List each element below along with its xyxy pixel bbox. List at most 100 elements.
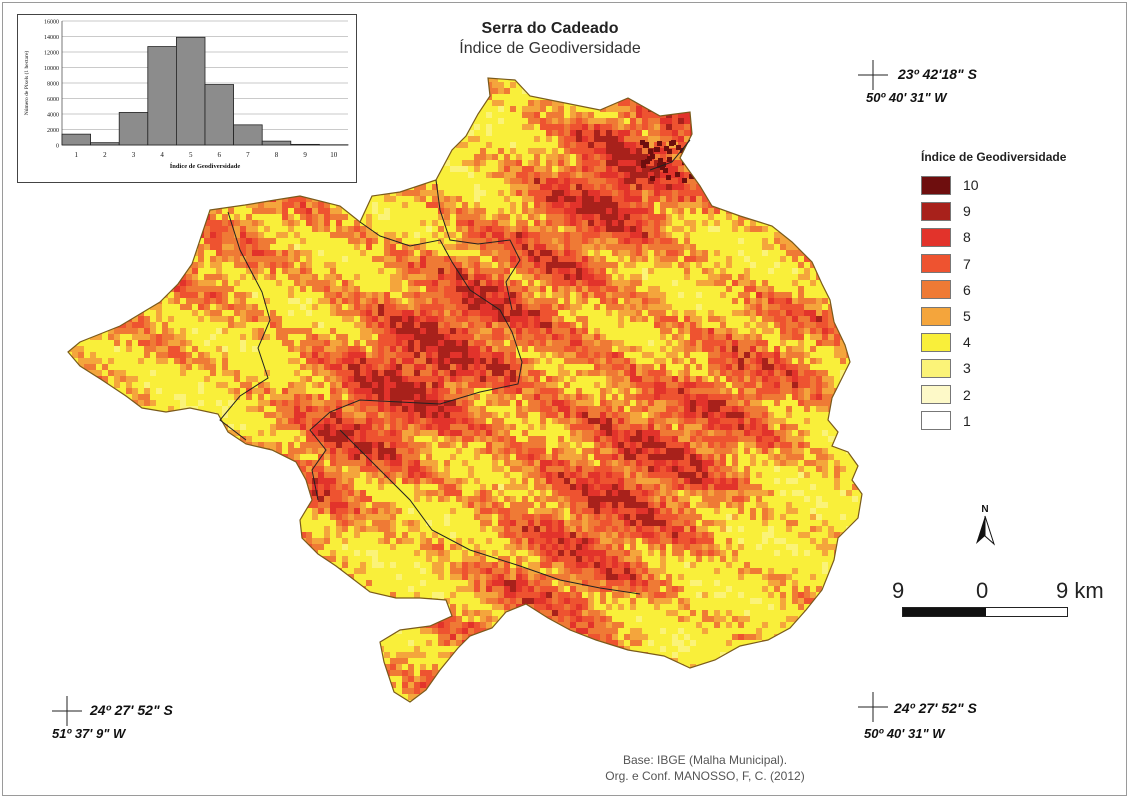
map-pixel: [552, 184, 558, 190]
map-pixel: [750, 304, 756, 310]
map-pixel: [504, 166, 510, 172]
map-pixel: [552, 400, 558, 406]
map-pixel: [702, 142, 708, 148]
map-pixel: [456, 346, 462, 352]
map-pixel: [528, 322, 534, 328]
map-pixel: [660, 328, 666, 334]
map-pixel: [684, 412, 690, 418]
map-pixel: [372, 100, 378, 106]
map-pixel: [768, 370, 774, 376]
map-pixel: [672, 184, 678, 190]
map-pixel: [750, 106, 756, 112]
map-pixel: [456, 340, 462, 346]
map-pixel: [846, 136, 852, 142]
map-pixel: [414, 418, 420, 424]
map-pixel: [624, 214, 630, 220]
map-pixel: [528, 118, 534, 124]
map-pixel: [588, 262, 594, 268]
map-pixel: [462, 418, 468, 424]
map-pixel: [798, 196, 804, 202]
map-pixel: [594, 424, 600, 430]
map-pixel: [462, 340, 468, 346]
map-pixel: [606, 388, 612, 394]
map-pixel: [606, 196, 612, 202]
map-pixel: [306, 184, 312, 190]
map-pixel: [492, 382, 498, 388]
map-pixel: [738, 238, 744, 244]
map-pixel: [588, 214, 594, 220]
map-pixel: [240, 322, 246, 328]
map-pixel: [780, 382, 786, 388]
map-pixel: [462, 352, 468, 358]
map-pixel: [384, 298, 390, 304]
map-pixel: [666, 232, 672, 238]
map-pixel: [654, 130, 660, 136]
map-pixel: [576, 166, 582, 172]
map-pixel: [738, 130, 744, 136]
map-pixel: [90, 352, 96, 358]
map-pixel: [462, 82, 468, 88]
map-pixel: [462, 388, 468, 394]
map-pixel: [336, 382, 342, 388]
map-pixel: [516, 310, 522, 316]
map-pixel: [198, 244, 204, 250]
map-pixel: [486, 274, 492, 280]
map-pixel: [780, 388, 786, 394]
map-pixel: [696, 190, 702, 196]
map-pixel: [300, 346, 306, 352]
map-pixel: [546, 310, 552, 316]
map-pixel: [342, 418, 348, 424]
map-pixel: [678, 124, 684, 130]
map-pixel: [372, 118, 378, 124]
map-pixel: [600, 406, 606, 412]
map-pixel: [498, 424, 504, 430]
map-pixel: [306, 262, 312, 268]
map-pixel: [180, 340, 186, 346]
map-pixel: [696, 394, 702, 400]
map-pixel: [522, 334, 528, 340]
map-pixel: [438, 214, 444, 220]
map-pixel: [270, 274, 276, 280]
map-pixel: [630, 394, 636, 400]
map-pixel: [222, 328, 228, 334]
map-pixel: [288, 394, 294, 400]
map-pixel: [318, 322, 324, 328]
map-pixel: [750, 298, 756, 304]
map-pixel: [588, 220, 594, 226]
map-pixel: [354, 358, 360, 364]
map-pixel: [264, 202, 270, 208]
map-pixel: [546, 214, 552, 220]
map-pixel: [426, 304, 432, 310]
map-pixel: [546, 304, 552, 310]
map-pixel: [510, 358, 516, 364]
map-pixel: [582, 262, 588, 268]
map-pixel: [738, 154, 744, 160]
map-pixel: [612, 202, 618, 208]
map-pixel: [336, 352, 342, 358]
map-pixel: [144, 382, 150, 388]
map-pixel: [420, 184, 426, 190]
map-pixel: [474, 280, 480, 286]
map-pixel: [402, 310, 408, 316]
map-pixel: [108, 358, 114, 364]
map-pixel: [288, 328, 294, 334]
map-pixel: [756, 310, 762, 316]
map-pixel: [324, 334, 330, 340]
map-pixel: [450, 292, 456, 298]
map-pixel: [474, 160, 480, 166]
map-pixel: [816, 214, 822, 220]
map-pixel: [618, 370, 624, 376]
map-pixel: [858, 262, 862, 268]
map-pixel: [570, 226, 576, 232]
map-pixel: [498, 286, 504, 292]
map-pixel: [612, 190, 618, 196]
map-pixel: [612, 124, 618, 130]
map-pixel: [552, 286, 558, 292]
map-pixel: [360, 148, 366, 154]
map-pixel: [78, 382, 84, 388]
map-pixel: [654, 406, 660, 412]
map-pixel: [510, 310, 516, 316]
map-pixel: [816, 244, 822, 250]
map-pixel: [762, 286, 768, 292]
map-pixel: [192, 274, 198, 280]
